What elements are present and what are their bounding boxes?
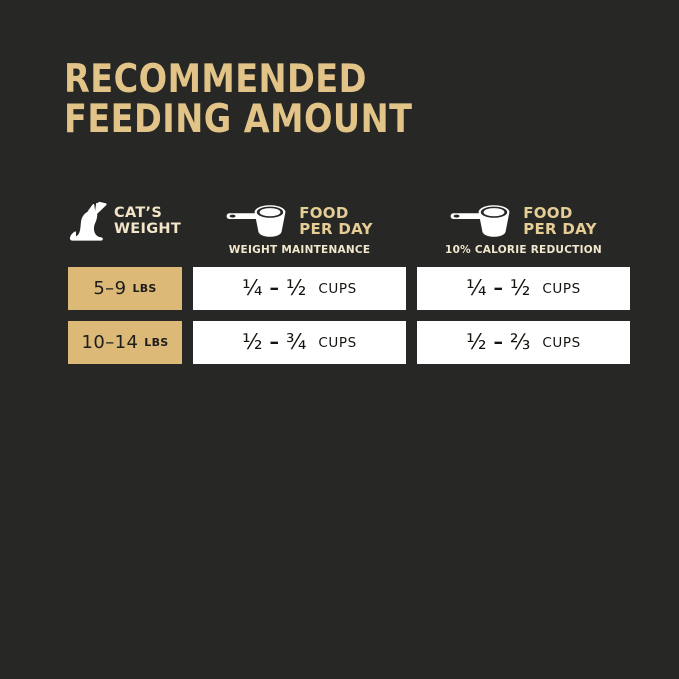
- page-title-line-1: RECOMMENDED: [64, 57, 367, 102]
- row-gap-2: [406, 267, 417, 310]
- header-cell-maintenance: FOOD PER DAY WEIGHT MAINTENANCE: [193, 190, 406, 256]
- amount-unit: CUPS: [318, 334, 357, 351]
- amount-range: ½ – ⅔ CUPS: [466, 330, 581, 354]
- amount-dash: –: [269, 330, 280, 353]
- header-label-cats-weight-line-2: WEIGHT: [114, 221, 182, 237]
- amount-low: ¼: [466, 276, 487, 300]
- amount-dash: –: [493, 276, 504, 299]
- cell-weight-value: 5–9: [93, 278, 127, 299]
- header-label-reduction-line-1: FOOD: [523, 203, 573, 222]
- amount-unit: CUPS: [542, 334, 581, 351]
- amount-high: ½: [286, 276, 307, 300]
- amount-range: ½ – ¾ CUPS: [242, 330, 357, 354]
- cell-weight-unit: LBS: [132, 282, 157, 295]
- row-gap-1: [182, 267, 193, 310]
- page-title-line-2: FEEDING AMOUNT: [64, 97, 413, 142]
- amount-unit: CUPS: [318, 280, 357, 297]
- measuring-cup-icon: [226, 205, 286, 237]
- table-header-row: CAT’S WEIGHT FOOD PER DAY: [68, 190, 619, 256]
- amount-high: ½: [510, 276, 531, 300]
- header-subtitle-maintenance: WEIGHT MAINTENANCE: [228, 244, 371, 256]
- row-gap-1: [182, 321, 193, 364]
- cell-weight-unit: LBS: [144, 336, 169, 349]
- header-label-reduction-line-2: PER DAY: [523, 220, 597, 238]
- amount-high: ¾: [286, 330, 307, 354]
- header-label-cats-weight-line-1: CAT’S: [114, 205, 163, 221]
- cell-reduction-amount: ¼ – ½ CUPS: [417, 267, 630, 310]
- amount-dash: –: [493, 330, 504, 353]
- amount-low: ½: [466, 330, 487, 354]
- cell-reduction-amount: ½ – ⅔ CUPS: [417, 321, 630, 364]
- amount-dash: –: [269, 276, 280, 299]
- table-row: 5–9 LBS ¼ – ½ CUPS ¼ – ½ CUPS: [68, 267, 630, 310]
- feeding-table: CAT’S WEIGHT FOOD PER DAY: [68, 190, 630, 364]
- amount-low: ½: [242, 330, 263, 354]
- header-cell-calorie-reduction-top: FOOD PER DAY: [417, 204, 630, 238]
- header-label-maintenance-line-1: FOOD: [299, 203, 349, 222]
- row-gap-2: [406, 321, 417, 364]
- amount-low: ¼: [242, 276, 263, 300]
- header-cell-calorie-reduction: FOOD PER DAY 10% CALORIE REDUCTION: [417, 190, 630, 256]
- cell-maintenance-amount: ½ – ¾ CUPS: [193, 321, 406, 364]
- header-cell-cats-weight: CAT’S WEIGHT: [68, 190, 182, 256]
- cell-maintenance-amount: ¼ – ½ CUPS: [193, 267, 406, 310]
- header-label-food-per-day-maintenance: FOOD PER DAY: [299, 203, 373, 238]
- cat-icon: [69, 201, 107, 241]
- header-label-maintenance-line-2: PER DAY: [299, 220, 373, 238]
- amount-high: ⅔: [510, 330, 531, 354]
- header-label-food-per-day-reduction: FOOD PER DAY: [523, 203, 597, 238]
- cell-weight-value: 10–14: [81, 332, 139, 353]
- header-label-cats-weight: CAT’S WEIGHT: [114, 205, 181, 237]
- table-row: 10–14 LBS ½ – ¾ CUPS ½ – ⅔ CUPS: [68, 321, 630, 364]
- amount-unit: CUPS: [542, 280, 581, 297]
- amount-range: ¼ – ½ CUPS: [242, 276, 357, 300]
- amount-range: ¼ – ½ CUPS: [466, 276, 581, 300]
- cell-weight: 5–9 LBS: [68, 267, 182, 310]
- header-cell-maintenance-top: FOOD PER DAY: [193, 204, 406, 238]
- cell-weight: 10–14 LBS: [68, 321, 182, 364]
- measuring-cup-icon: [450, 205, 510, 237]
- page-title: RECOMMENDED FEEDING AMOUNT: [64, 60, 544, 140]
- header-subtitle-calorie-reduction: 10% CALORIE REDUCTION: [445, 244, 602, 256]
